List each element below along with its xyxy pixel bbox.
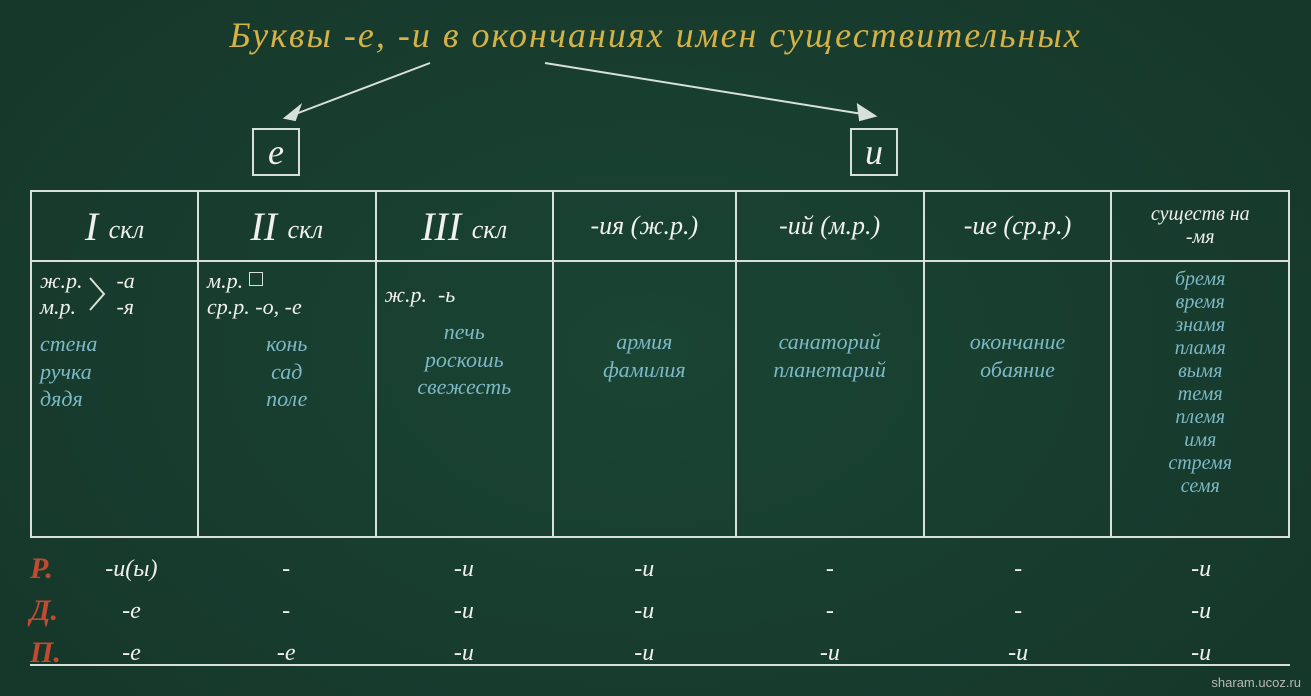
cell-c2: м.р. ср.р. -о, -е коньсадполе (198, 261, 375, 537)
col-header-3: III скл (376, 191, 553, 261)
arrow-left (270, 58, 450, 130)
case-row-p: П. -е -е -и -и -и -и -и (30, 632, 1290, 674)
case-endings-table: Р. -и(ы) - -и -и - - -и Д. -е - -и -и - … (30, 548, 1290, 674)
letter-box-i: и (850, 128, 898, 176)
col-header-6: -ие (ср.р.) (924, 191, 1112, 261)
cell-c3: ж.р. -ь печьроскошьсвежесть (376, 261, 553, 537)
col-header-5: -ий (м.р.) (736, 191, 924, 261)
case-row-r: Р. -и(ы) - -и -и - - -и (30, 548, 1290, 590)
zero-ending-icon (249, 272, 263, 286)
cell-c7: бремявремязнамя пламявымятемя племяимяст… (1111, 261, 1289, 537)
arrow-right (540, 58, 900, 130)
page-title: Буквы -е, -и в окончаниях имен существит… (0, 14, 1311, 56)
table-header-row: I скл II скл III скл -ия (ж.р.) -ий (м.р… (31, 191, 1289, 261)
watermark: sharam.ucoz.ru (1211, 675, 1301, 690)
cell-c1: ж.р.м.р. -а-я стенаручкадядя (31, 261, 198, 537)
case-label-p: П. (30, 632, 66, 674)
col-header-7: существ на-мя (1111, 191, 1289, 261)
case-row-d: Д. -е - -и -и - - -и (30, 590, 1290, 632)
letter-box-e: е (252, 128, 300, 176)
table-examples-row: ж.р.м.р. -а-я стенаручкадядя м.р. ср.р. … (31, 261, 1289, 537)
cell-c6: окончаниеобаяние (924, 261, 1112, 537)
cell-c5: санаторийпланетарий (736, 261, 924, 537)
bottom-rule (30, 664, 1290, 666)
case-label-r: Р. (30, 548, 66, 590)
col-header-2: II скл (198, 191, 375, 261)
grammar-table: I скл II скл III скл -ия (ж.р.) -ий (м.р… (30, 190, 1290, 538)
col-header-4: -ия (ж.р.) (553, 191, 736, 261)
case-label-d: Д. (30, 590, 66, 632)
col-header-1: I скл (31, 191, 198, 261)
cell-c4: армияфамилия (553, 261, 736, 537)
